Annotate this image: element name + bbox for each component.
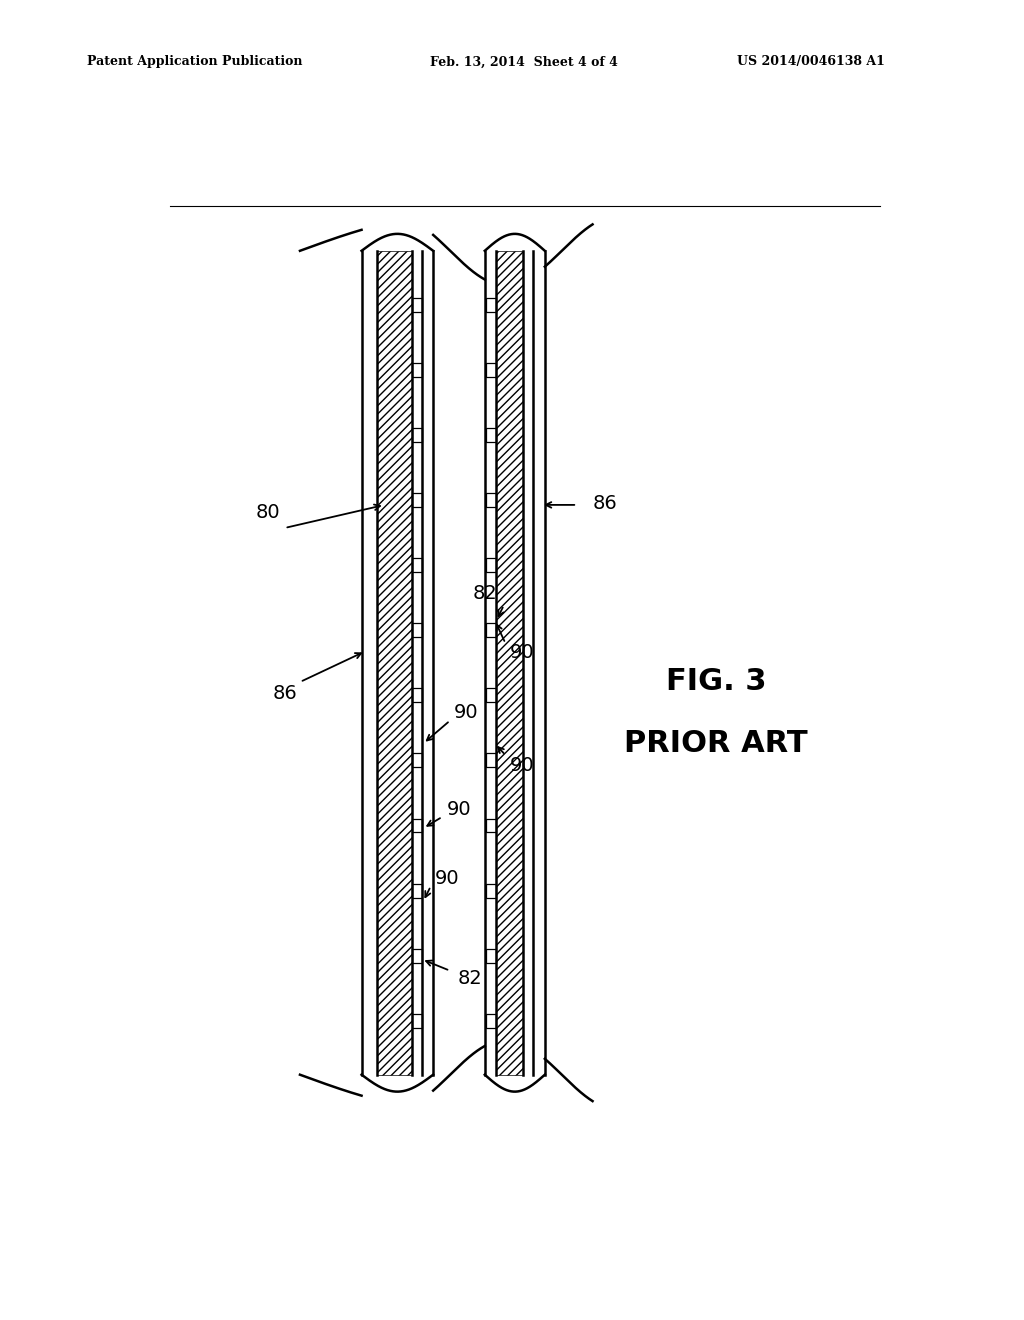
Bar <box>377 251 412 1074</box>
Bar <box>412 558 422 572</box>
Bar <box>485 1014 497 1028</box>
Text: FIG. 3: FIG. 3 <box>666 668 766 697</box>
Bar <box>412 251 422 1074</box>
Text: 90: 90 <box>435 869 460 888</box>
Bar <box>412 1014 422 1028</box>
Bar <box>412 949 422 962</box>
Bar <box>412 818 422 833</box>
Text: 86: 86 <box>593 494 617 513</box>
Bar <box>412 363 422 376</box>
Bar <box>412 494 422 507</box>
Bar <box>497 251 523 1074</box>
Bar <box>412 428 422 442</box>
Bar <box>412 754 422 767</box>
Bar <box>412 623 422 638</box>
Text: 90: 90 <box>509 643 535 663</box>
Bar <box>523 251 532 1074</box>
Bar <box>485 883 497 898</box>
Bar <box>485 818 497 833</box>
Bar <box>377 251 412 1074</box>
Bar <box>485 949 497 962</box>
Text: 90: 90 <box>454 704 478 722</box>
Text: Patent Application Publication: Patent Application Publication <box>87 55 302 69</box>
Text: 90: 90 <box>509 755 535 775</box>
Text: Feb. 13, 2014  Sheet 4 of 4: Feb. 13, 2014 Sheet 4 of 4 <box>430 55 617 69</box>
Bar <box>485 754 497 767</box>
Text: 90: 90 <box>446 800 471 818</box>
Bar <box>485 688 497 702</box>
Bar <box>485 558 497 572</box>
Bar <box>485 494 497 507</box>
Bar <box>422 251 433 1074</box>
Bar <box>361 251 377 1074</box>
Text: 82: 82 <box>472 583 497 603</box>
Text: US 2014/0046138 A1: US 2014/0046138 A1 <box>737 55 885 69</box>
Bar <box>412 883 422 898</box>
Bar <box>532 251 545 1074</box>
Text: 82: 82 <box>458 969 482 987</box>
Bar <box>412 688 422 702</box>
Bar <box>485 428 497 442</box>
Bar <box>485 363 497 376</box>
Text: PRIOR ART: PRIOR ART <box>624 729 808 758</box>
Bar <box>485 623 497 638</box>
Text: 80: 80 <box>255 503 280 523</box>
Bar <box>484 251 497 1074</box>
Bar <box>485 298 497 312</box>
Text: 86: 86 <box>272 684 297 704</box>
Bar <box>497 251 523 1074</box>
Bar <box>412 298 422 312</box>
